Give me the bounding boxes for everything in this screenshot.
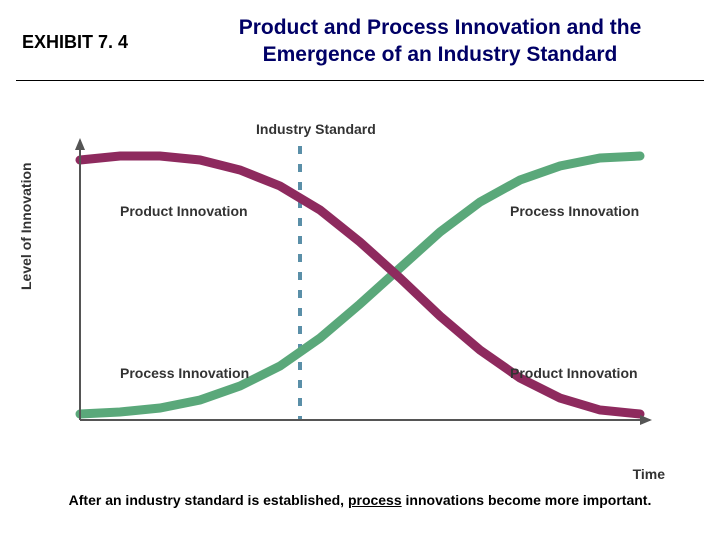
y-axis-label: Level of Innovation bbox=[18, 162, 34, 290]
caption: After an industry standard is establishe… bbox=[0, 492, 720, 508]
innovation-chart: Level of Innovation Industry StandardPro… bbox=[60, 120, 660, 460]
x-axis-label: Time bbox=[633, 466, 665, 482]
page: EXHIBIT 7. 4 Product and Process Innovat… bbox=[0, 0, 720, 540]
header: EXHIBIT 7. 4 Product and Process Innovat… bbox=[0, 14, 720, 80]
caption-suffix: innovations become more important. bbox=[402, 492, 652, 508]
process-innovation-label-right: Process Innovation bbox=[510, 203, 639, 219]
exhibit-label: EXHIBIT 7. 4 bbox=[22, 32, 128, 53]
caption-prefix: After an industry standard is establishe… bbox=[69, 492, 348, 508]
header-rule bbox=[16, 80, 704, 81]
product-innovation-label-right: Product Innovation bbox=[510, 365, 638, 381]
title-line1: Product and Process Innovation and the bbox=[239, 16, 642, 39]
x-axis-arrow-icon bbox=[640, 415, 652, 425]
title-line2: Emergence of an Industry Standard bbox=[263, 43, 618, 66]
caption-underlined: process bbox=[348, 492, 402, 508]
y-axis-arrow-icon bbox=[75, 138, 85, 150]
process-innovation-label-left: Process Innovation bbox=[120, 365, 249, 381]
page-title: Product and Process Innovation and the E… bbox=[180, 14, 700, 69]
chart-svg: Industry Standard Product Innovation Proce… bbox=[60, 120, 660, 440]
industry-standard-label: Industry Standard bbox=[256, 121, 376, 137]
product-innovation-label-left: Product Innovation bbox=[120, 203, 248, 219]
